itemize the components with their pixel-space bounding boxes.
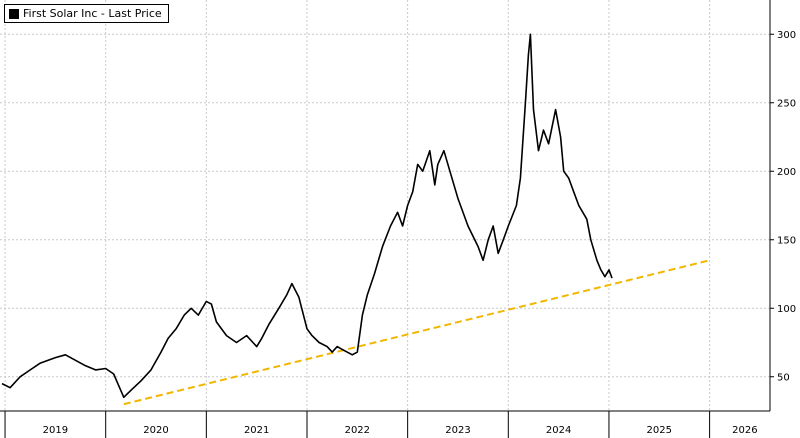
price-line-series-0 [1, 33, 613, 399]
x-tick-label-4: 2023 [445, 425, 470, 436]
series-layer [1, 33, 613, 399]
x-tick-label-3: 2022 [345, 425, 370, 436]
x-tick-label-7: 2026 [732, 425, 757, 436]
y-tick-label-2: 150 [777, 235, 796, 246]
y-tick-label-5: 300 [777, 30, 796, 41]
y-tick-label-4: 250 [777, 98, 796, 109]
y-tick-label-0: 50 [777, 372, 790, 383]
x-tick-label-2: 2021 [244, 425, 269, 436]
x-tick-label-6: 2025 [647, 425, 672, 436]
legend-label: First Solar Inc - Last Price [23, 7, 162, 20]
x-tick-label-5: 2024 [546, 425, 571, 436]
legend: First Solar Inc - Last Price [4, 4, 169, 23]
y-tick-label-3: 200 [777, 167, 796, 178]
grid-layer [0, 0, 770, 411]
x-tick-label-0: 2019 [43, 425, 68, 436]
trendline [123, 259, 710, 406]
trendline-layer [123, 259, 710, 406]
y-tick-label-1: 100 [777, 304, 796, 315]
legend-swatch [9, 8, 19, 19]
x-tick-label-1: 2020 [143, 425, 168, 436]
